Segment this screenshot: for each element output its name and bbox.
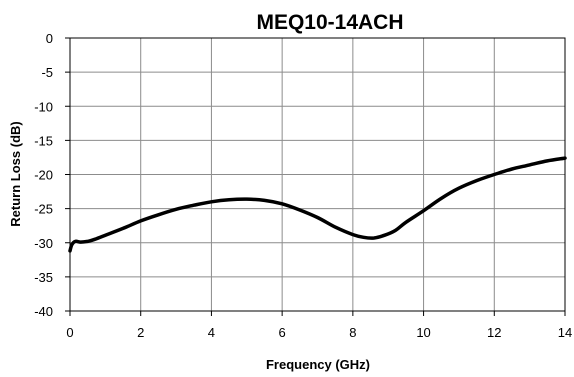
y-tick-label: -15 — [34, 133, 53, 148]
x-tick-label: 0 — [66, 325, 73, 340]
y-tick-label: -5 — [41, 65, 53, 80]
return-loss-series-line — [68, 156, 567, 253]
y-axis-ticks: 0 -5 -10 -15 -20 -25 -30 -35 -40 — [34, 31, 70, 319]
y-tick-label: -35 — [34, 270, 53, 285]
x-tick-label: 10 — [416, 325, 430, 340]
y-tick-label: -10 — [34, 99, 53, 114]
y-tick-label: -40 — [34, 304, 53, 319]
x-tick-label: 2 — [137, 325, 144, 340]
x-tick-label: 8 — [349, 325, 356, 340]
x-tick-label: 6 — [279, 325, 286, 340]
y-tick-label: -20 — [34, 168, 53, 183]
chart-title: MEQ10-14ACH — [256, 11, 403, 34]
y-tick-label: -25 — [34, 202, 53, 217]
x-axis-title: Frequency (GHz) — [266, 357, 370, 372]
y-tick-label: -30 — [34, 236, 53, 251]
y-axis-title: Return Loss (dB) — [8, 121, 23, 226]
x-tick-label: 12 — [487, 325, 501, 340]
y-tick-label: 0 — [46, 31, 53, 46]
x-tick-label: 4 — [208, 325, 215, 340]
x-tick-label: 14 — [558, 325, 572, 340]
x-axis-ticks: 0 2 4 6 8 10 12 14 — [66, 311, 572, 340]
